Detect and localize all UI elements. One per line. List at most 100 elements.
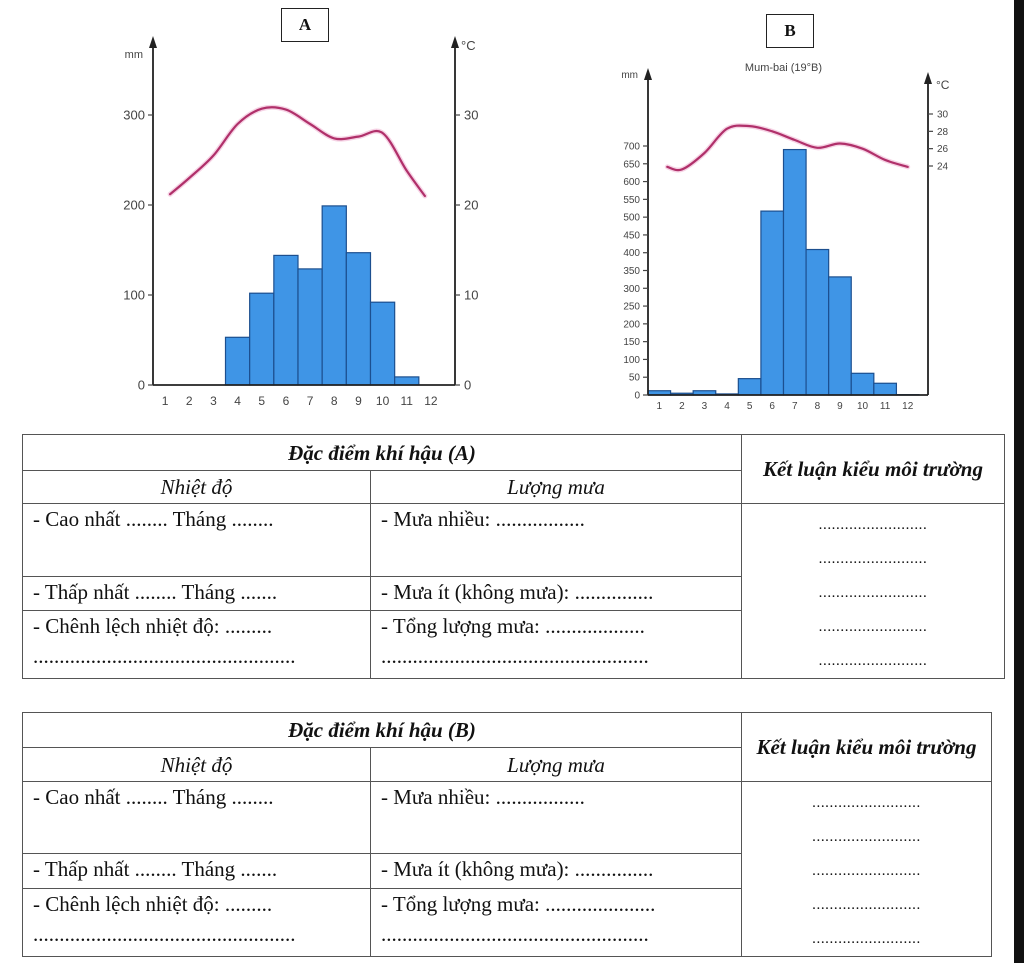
y-tick-label: 100 <box>623 355 640 366</box>
climate-table-b: Đặc điểm khí hậu (B) Kết luận kiểu môi t… <box>22 712 992 957</box>
temp-range-text: - Chênh lệch nhiệt độ: ......... <box>33 892 273 916</box>
rain-bar-month-11 <box>873 382 898 396</box>
table-b-temp-min[interactable]: - Thấp nhất ........ Tháng ....... <box>22 853 371 889</box>
y-tick-label: 400 <box>623 248 640 259</box>
y2-tick-label: 20 <box>464 198 478 213</box>
rain-bar-month-10 <box>850 372 875 396</box>
table-a-temp-max[interactable]: - Cao nhất ........ Tháng ........ <box>22 503 371 577</box>
rain-bar-month-7 <box>297 268 323 386</box>
y2-axis-unit-label: °C <box>461 38 476 53</box>
rain-bar-month-11 <box>394 376 420 386</box>
y-tick-label: 650 <box>623 159 640 170</box>
y-tick-label: 300 <box>123 108 145 123</box>
temp-range-blank[interactable]: ........................................… <box>33 922 296 946</box>
conclusion-line[interactable]: ......................... <box>812 897 921 913</box>
conclusion-line[interactable]: ......................... <box>818 551 928 567</box>
x-tick-label: 9 <box>355 394 362 408</box>
temp-range-text: - Chênh lệch nhiệt độ: ......... <box>33 614 273 638</box>
table-b-rain-max[interactable]: - Mưa nhiều: ................. <box>370 781 742 854</box>
table-a-rain-max[interactable]: - Mưa nhiều: ................. <box>370 503 742 577</box>
x-tick-label: 2 <box>679 401 685 412</box>
right-axis-arrow-icon <box>924 72 932 84</box>
rain-bar-month-7 <box>782 148 807 396</box>
x-tick-label: 6 <box>769 401 775 412</box>
y2-tick-label: 26 <box>937 144 949 155</box>
conclusion-line[interactable]: ......................... <box>818 619 928 635</box>
temperature-line <box>666 124 909 172</box>
conclusion-line[interactable]: ......................... <box>812 931 921 947</box>
y-tick-label: 150 <box>623 337 640 348</box>
table-a-conclusion-header: Kết luận kiểu môi trường <box>741 434 1005 504</box>
conclusion-line[interactable]: ......................... <box>812 863 921 879</box>
table-a-temp-min[interactable]: - Thấp nhất ........ Tháng ....... <box>22 576 371 611</box>
table-b-temp-range[interactable]: - Chênh lệch nhiệt độ: ......... .......… <box>22 888 371 957</box>
x-tick-label: 4 <box>234 394 241 408</box>
x-tick-label: 7 <box>792 401 798 412</box>
temperature-line <box>168 106 427 198</box>
rain-bar-month-9 <box>828 276 852 396</box>
y-tick-label: 200 <box>123 198 145 213</box>
y2-tick-label: 30 <box>937 110 949 121</box>
chart-title: Mum-bai (19°B) <box>745 62 822 74</box>
table-a-rain-min[interactable]: - Mưa ít (không mưa): ............... <box>370 576 742 611</box>
table-a-temp-header: Nhiệt độ <box>22 470 371 504</box>
table-b-conclusion-cell[interactable]: ......................... ..............… <box>741 781 992 957</box>
table-b-temp-header: Nhiệt độ <box>22 747 371 782</box>
x-tick-label: 2 <box>186 394 193 408</box>
rain-bar-month-8 <box>321 205 347 386</box>
chart-a-label: A <box>281 8 329 42</box>
conclusion-line[interactable]: ......................... <box>812 829 921 845</box>
climate-table-a: Đặc điểm khí hậu (A) Kết luận kiểu môi t… <box>22 434 1005 679</box>
table-a-rain-header: Lượng mưa <box>370 470 742 504</box>
conclusion-line[interactable]: ......................... <box>818 517 928 533</box>
table-b-temp-max[interactable]: - Cao nhất ........ Tháng ........ <box>22 781 371 854</box>
rain-total-blank[interactable]: ........................................… <box>381 644 649 668</box>
temperature-line-glow <box>167 104 428 199</box>
x-tick-label: 10 <box>857 401 869 412</box>
table-a-conclusion-cell[interactable]: ......................... ..............… <box>741 503 1005 679</box>
temp-range-blank[interactable]: ........................................… <box>33 644 296 668</box>
conclusion-line[interactable]: ......................... <box>818 653 928 669</box>
y-tick-label: 450 <box>623 230 640 241</box>
table-a-title: Đặc điểm khí hậu (A) <box>22 434 742 471</box>
x-tick-label: 5 <box>747 401 753 412</box>
left-axis-arrow-icon <box>644 68 652 80</box>
rain-total-text: - Tổng lượng mưa: ..................... <box>381 892 656 916</box>
y-tick-label: 350 <box>623 266 640 277</box>
left-axis-arrow-icon <box>149 36 157 48</box>
x-tick-label: 8 <box>331 394 338 408</box>
table-b-rain-min[interactable]: - Mưa ít (không mưa): ............... <box>370 853 742 889</box>
y-tick-label: 300 <box>623 284 640 295</box>
y-tick-label: 500 <box>623 213 640 224</box>
dark-edge-strip <box>1014 0 1024 963</box>
y2-axis-unit-label: °C <box>936 78 950 92</box>
x-tick-label: 6 <box>283 394 290 408</box>
x-tick-label: 11 <box>880 401 891 412</box>
table-b-rain-header: Lượng mưa <box>370 747 742 782</box>
x-tick-label: 12 <box>902 401 914 412</box>
rain-bar-month-6 <box>273 254 299 386</box>
y2-tick-label: 28 <box>937 127 949 138</box>
x-tick-label: 12 <box>424 394 438 408</box>
x-tick-label: 10 <box>376 394 390 408</box>
rain-bar-month-9 <box>345 252 372 386</box>
conclusion-line[interactable]: ......................... <box>818 585 928 601</box>
table-b-rain-total[interactable]: - Tổng lượng mưa: ..................... … <box>370 888 742 957</box>
x-tick-label: 1 <box>657 401 663 412</box>
rain-bar-month-6 <box>760 210 785 396</box>
y-tick-label: 600 <box>623 177 640 188</box>
rain-total-text: - Tổng lượng mưa: ................... <box>381 614 645 638</box>
conclusion-line[interactable]: ......................... <box>812 795 921 811</box>
y-tick-label: 50 <box>629 373 641 384</box>
table-b-conclusion-header: Kết luận kiểu môi trường <box>741 712 992 782</box>
x-tick-label: 5 <box>258 394 265 408</box>
rain-bar-month-8 <box>805 248 830 396</box>
y2-tick-label: 10 <box>464 288 478 303</box>
y-tick-label: 550 <box>623 195 640 206</box>
table-a-rain-total[interactable]: - Tổng lượng mưa: ................... ..… <box>370 610 742 679</box>
y-tick-label: 0 <box>634 391 640 402</box>
x-tick-label: 3 <box>210 394 217 408</box>
rain-total-blank[interactable]: ........................................… <box>381 922 649 946</box>
table-a-temp-range[interactable]: - Chênh lệch nhiệt độ: ......... .......… <box>22 610 371 679</box>
x-tick-label: 4 <box>724 401 730 412</box>
